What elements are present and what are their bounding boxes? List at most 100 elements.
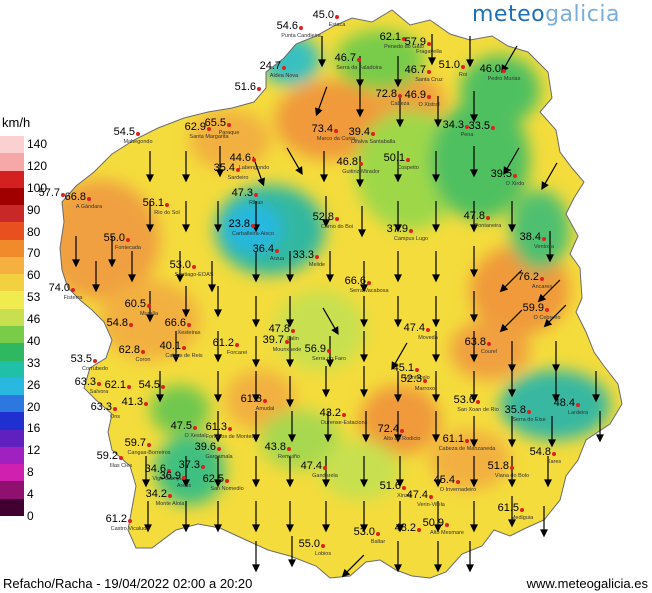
- station-marker[interactable]: 47.5O Xestal: [171, 420, 206, 439]
- station-marker[interactable]: 39.5O Xirdo: [491, 168, 525, 187]
- station-marker[interactable]: 33.5: [469, 120, 495, 132]
- station-name: O Xestal: [184, 433, 205, 439]
- station-marker[interactable]: 48.2: [395, 522, 421, 534]
- station-marker[interactable]: 59.9O Cebreiro: [523, 302, 561, 321]
- station-name: Alto do Rodicio: [384, 436, 421, 442]
- station-dot: [127, 385, 131, 389]
- footer-url[interactable]: www.meteogalicia.es: [526, 576, 648, 591]
- station-marker[interactable]: 62.1: [105, 379, 131, 391]
- station-marker[interactable]: 41.3: [122, 396, 148, 408]
- wind-arrow: [394, 371, 402, 403]
- wind-arrow: [214, 501, 222, 533]
- wind-arrow: [156, 371, 164, 403]
- station-marker[interactable]: 46.9O Xistral: [405, 89, 440, 108]
- station-value: 34.2: [146, 488, 167, 500]
- station-marker[interactable]: 45.4O Invernadeiro: [434, 474, 477, 493]
- station-name: Mounxuede: [273, 347, 302, 353]
- station-marker[interactable]: 54.8: [107, 317, 133, 329]
- station-marker[interactable]: 57.7: [39, 187, 65, 199]
- station-marker[interactable]: 66.8A Gándara: [65, 191, 104, 210]
- station-marker[interactable]: 54.5: [139, 379, 165, 391]
- station-marker[interactable]: 51.6: [235, 81, 261, 93]
- station-marker[interactable]: 37.3: [179, 459, 205, 471]
- station-dot: [335, 15, 339, 19]
